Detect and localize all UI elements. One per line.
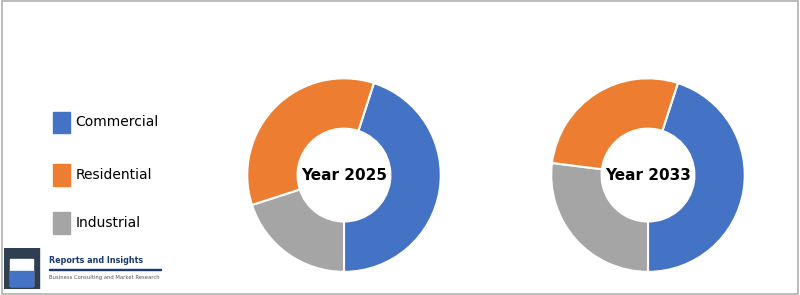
Bar xyxy=(53,212,70,234)
Text: Residential: Residential xyxy=(76,168,152,182)
Bar xyxy=(4,248,39,289)
Wedge shape xyxy=(344,83,441,272)
Wedge shape xyxy=(551,163,648,272)
Wedge shape xyxy=(552,78,678,169)
Bar xyxy=(53,112,70,133)
Text: Year 2025: Year 2025 xyxy=(301,168,387,183)
Text: Industrial: Industrial xyxy=(76,216,141,230)
Wedge shape xyxy=(252,189,344,272)
Text: Year 2033: Year 2033 xyxy=(605,168,691,183)
Text: Reports and Insights: Reports and Insights xyxy=(49,256,143,265)
Text: Commercial: Commercial xyxy=(76,115,159,129)
Bar xyxy=(10,271,33,286)
Text: UNITED STATES ENERGY AS A SERVICE ENERGY MARKET ANALYSIS, BY END USER: UNITED STATES ENERGY AS A SERVICE ENERGY… xyxy=(10,22,614,35)
Wedge shape xyxy=(648,83,745,272)
Wedge shape xyxy=(247,78,374,205)
Text: Business Consulting and Market Research: Business Consulting and Market Research xyxy=(49,275,159,280)
Bar xyxy=(10,259,33,286)
Bar xyxy=(53,164,70,186)
